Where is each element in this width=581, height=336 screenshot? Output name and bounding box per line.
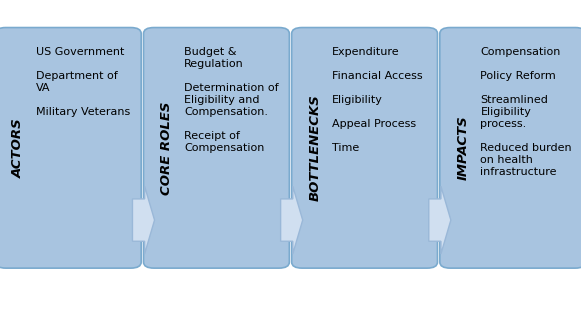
Text: US Government

Department of
VA

Military Veterans: US Government Department of VA Military … <box>36 47 130 117</box>
FancyBboxPatch shape <box>0 28 141 268</box>
Text: Expenditure

Financial Access

Eligibility

Appeal Process

Time: Expenditure Financial Access Eligibility… <box>332 47 423 153</box>
Text: CORE ROLES: CORE ROLES <box>160 101 173 195</box>
FancyBboxPatch shape <box>292 28 437 268</box>
Text: Compensation

Policy Reform

Streamlined
Eligibility
process.

Reduced burden
on: Compensation Policy Reform Streamlined E… <box>480 47 572 177</box>
Text: Budget &
Regulation

Determination of
Eligibility and
Compensation.

Receipt of
: Budget & Regulation Determination of Eli… <box>184 47 279 153</box>
Text: BOTTLENECKS: BOTTLENECKS <box>309 94 321 201</box>
Polygon shape <box>429 186 451 254</box>
FancyBboxPatch shape <box>144 28 289 268</box>
Text: IMPACTS: IMPACTS <box>457 116 469 180</box>
FancyBboxPatch shape <box>440 28 581 268</box>
Text: ACTORS: ACTORS <box>12 118 25 178</box>
Polygon shape <box>132 186 155 254</box>
Polygon shape <box>281 186 303 254</box>
